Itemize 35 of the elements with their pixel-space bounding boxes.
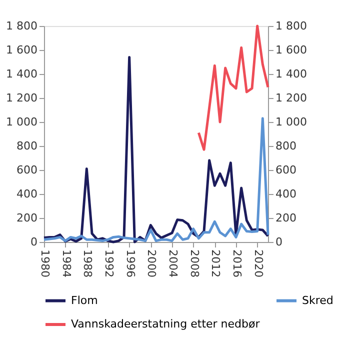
legend-label: Skred [302, 294, 334, 307]
x-tick-label: 1992 [102, 250, 116, 278]
y2-tick-label: 800 [276, 140, 296, 152]
y2-tick-label: 400 [276, 188, 296, 200]
x-tick-label: 1984 [60, 250, 73, 278]
y2-tick-label: 200 [276, 212, 296, 224]
y2-tick-label: 1 200 [276, 92, 307, 104]
y2-tick-label: 600 [276, 164, 296, 176]
y-tick-label: 600 [16, 164, 38, 176]
y-tick-label: 1 000 [6, 116, 38, 128]
x-tick-label: 1996 [124, 250, 137, 278]
legend-label: Flom [71, 294, 98, 307]
y-tick-label: 800 [16, 140, 38, 152]
y-tick-label: 1 600 [6, 44, 38, 56]
y-tick-label: 400 [16, 188, 38, 200]
y-tick-label: 200 [16, 212, 38, 224]
x-tick-label: 2004 [166, 250, 180, 278]
x-tick-label: 2000 [145, 250, 158, 278]
legend-label: Vannskadeerstatning etter nedbør [71, 318, 260, 330]
x-tick-label: 2008 [188, 250, 201, 278]
x-tick-label: 1980 [38, 250, 52, 278]
x-tick-label: 2020 [252, 250, 265, 278]
line-series [197, 24, 270, 151]
y2-tick-label: 1 000 [276, 116, 307, 128]
y2-tick-label: 1 600 [276, 44, 307, 56]
y-tick-label: 1 800 [6, 20, 38, 32]
x-tick-label: 2016 [230, 250, 244, 278]
x-tick-label: 2012 [209, 250, 222, 278]
x-tick-label: 1988 [81, 250, 94, 278]
y-tick-label: 1 400 [6, 68, 38, 80]
y-tick-label: 0 [30, 236, 38, 248]
y2-tick-label: 1 400 [276, 68, 307, 80]
y2-tick-label: 0 [276, 236, 282, 248]
y2-tick-label: 1 800 [276, 20, 307, 32]
y-tick-label: 1 200 [6, 92, 38, 104]
